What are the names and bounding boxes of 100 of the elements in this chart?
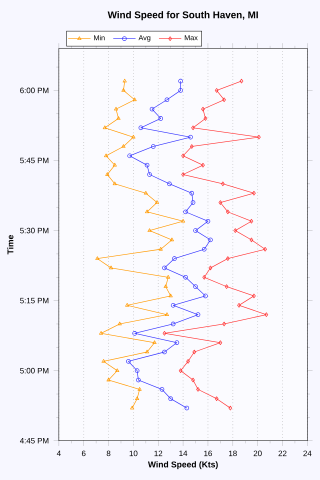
- point: [191, 126, 195, 130]
- point: [218, 340, 222, 345]
- point: [144, 162, 150, 168]
- point: [116, 116, 120, 120]
- point: [150, 106, 154, 112]
- point: [105, 172, 110, 176]
- point: [132, 97, 136, 102]
- point: [106, 378, 110, 382]
- point: [112, 162, 117, 166]
- point: [124, 303, 130, 307]
- point: [214, 396, 218, 402]
- point: [200, 106, 205, 112]
- point: [170, 238, 174, 242]
- point: [112, 182, 117, 186]
- point: [121, 88, 126, 92]
- point: [164, 312, 169, 316]
- point: [222, 97, 226, 102]
- point: [170, 303, 176, 308]
- point: [191, 378, 195, 382]
- point: [256, 134, 260, 140]
- point: [178, 88, 183, 93]
- point: [205, 218, 210, 224]
- point: [226, 210, 230, 214]
- point: [224, 284, 228, 289]
- point: [222, 322, 226, 326]
- point: [162, 331, 166, 336]
- point: [168, 396, 173, 402]
- point: [121, 144, 126, 148]
- point: [226, 256, 230, 261]
- point: [183, 210, 188, 214]
- point: [237, 303, 241, 308]
- point: [180, 218, 185, 223]
- point: [150, 144, 156, 149]
- point: [168, 294, 173, 298]
- point: [252, 294, 256, 298]
- point: [249, 238, 254, 242]
- point: [203, 116, 208, 121]
- point: [172, 256, 176, 261]
- point: [108, 266, 113, 270]
- point: [208, 238, 213, 242]
- point: [159, 387, 164, 392]
- point: [144, 190, 148, 195]
- point: [137, 387, 142, 391]
- point: [154, 200, 159, 204]
- point: [144, 350, 149, 354]
- point: [170, 322, 176, 326]
- point: [104, 154, 108, 158]
- point: [162, 350, 167, 354]
- point: [181, 172, 185, 177]
- point: [181, 154, 185, 158]
- point: [115, 368, 120, 372]
- point: [218, 200, 222, 205]
- point: [95, 256, 100, 260]
- point: [134, 396, 139, 400]
- x-axis-title: Wind Speed (Kts): [148, 461, 218, 470]
- point: [190, 144, 194, 149]
- point: [98, 331, 103, 335]
- point: [166, 274, 170, 279]
- point: [178, 368, 182, 373]
- point: [163, 284, 168, 288]
- point: [147, 228, 152, 232]
- point: [158, 116, 163, 121]
- point: [186, 359, 190, 364]
- point: [193, 228, 198, 233]
- point: [132, 331, 137, 336]
- point: [127, 154, 132, 158]
- point: [138, 126, 143, 130]
- point: [102, 126, 107, 130]
- point: [190, 200, 196, 205]
- point: [114, 106, 118, 110]
- point: [233, 228, 237, 233]
- point: [189, 190, 194, 196]
- point: [202, 274, 206, 280]
- point: [214, 88, 218, 93]
- point: [200, 162, 205, 168]
- point: [192, 350, 196, 354]
- chart-title: Wind Speed for South Haven, MI: [107, 11, 258, 20]
- point: [118, 322, 122, 326]
- point: [166, 182, 172, 186]
- point: [147, 172, 152, 177]
- point: [131, 134, 136, 138]
- point: [174, 340, 179, 345]
- point: [126, 359, 131, 364]
- point: [136, 378, 140, 382]
- point: [202, 294, 208, 298]
- point: [263, 246, 267, 252]
- point: [249, 218, 254, 224]
- point: [164, 97, 170, 102]
- point: [162, 266, 167, 270]
- point: [152, 340, 156, 344]
- point: [193, 284, 198, 289]
- point: [196, 312, 200, 317]
- point: [188, 134, 193, 140]
- point: [220, 182, 224, 186]
- point: [101, 359, 106, 363]
- y-axis-title: Time: [6, 235, 14, 254]
- point: [208, 266, 212, 270]
- point: [144, 210, 149, 214]
- point: [252, 190, 256, 196]
- point: [202, 246, 206, 252]
